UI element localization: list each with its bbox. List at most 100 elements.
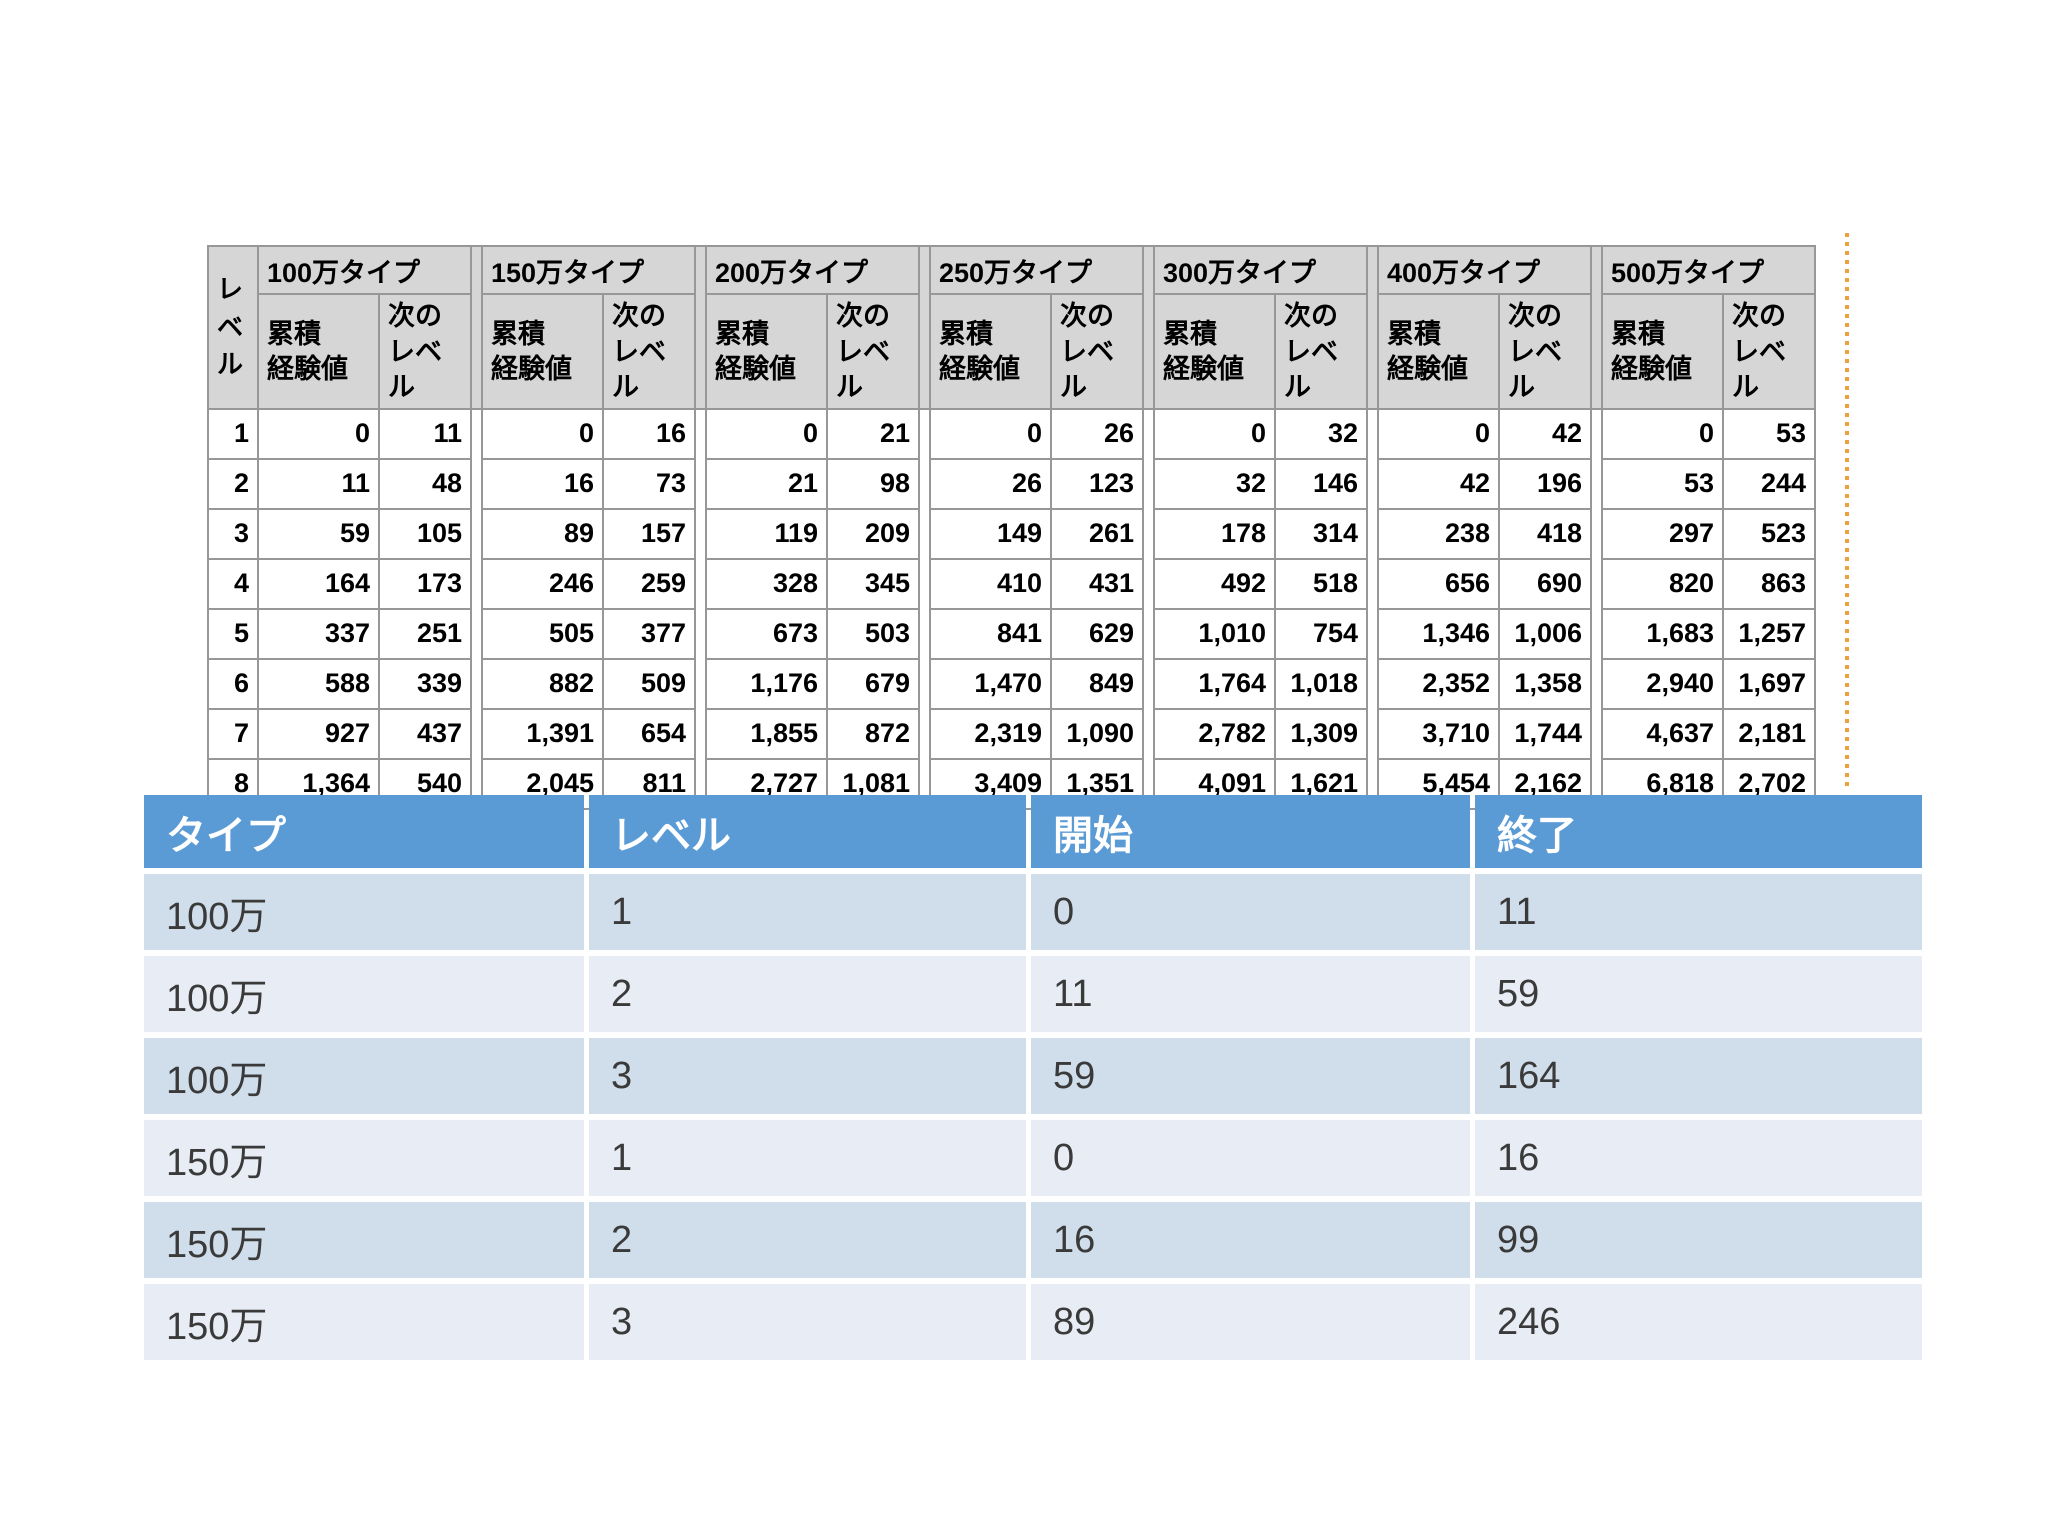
exp-cell: 2,181 xyxy=(1722,707,1816,760)
exp-cell: 196 xyxy=(1498,457,1592,510)
exp-cell: 0 xyxy=(481,407,604,460)
spacer-cell xyxy=(1366,558,1379,609)
exp-cell: 53 xyxy=(1722,407,1816,460)
exp-cell: 0 xyxy=(257,407,380,460)
exp-cell: 339 xyxy=(378,657,472,710)
subheader-cumulative: 累積 経験値 xyxy=(1601,293,1724,410)
exp-cell: 1,010 xyxy=(1153,607,1276,660)
exp-cell: 16 xyxy=(481,457,604,510)
exp-cell: 337 xyxy=(257,607,380,660)
summary-cell: 3 xyxy=(589,1038,1026,1114)
exp-cell: 820 xyxy=(1601,557,1724,610)
exp-cell: 1,391 xyxy=(481,707,604,760)
exp-cell: 431 xyxy=(1050,557,1144,610)
spacer-cell xyxy=(1590,408,1603,459)
group-header-cell: 200万タイプ xyxy=(705,245,920,295)
spacer-cell xyxy=(694,558,707,609)
spacer-cell xyxy=(694,608,707,659)
exp-cell: 105 xyxy=(378,507,472,560)
spacer-cell xyxy=(694,658,707,709)
exp-cell: 42 xyxy=(1377,457,1500,510)
exp-cell: 849 xyxy=(1050,657,1144,710)
exp-cell: 509 xyxy=(602,657,696,710)
exp-cell: 1,683 xyxy=(1601,607,1724,660)
summary-header-cell: 終了 xyxy=(1475,795,1922,868)
spacer-cell xyxy=(1366,658,1379,709)
summary-cell: 2 xyxy=(589,1202,1026,1278)
summary-cell: 11 xyxy=(1031,956,1470,1032)
spacer-cell xyxy=(470,608,483,659)
subheader-next: 次の レベル xyxy=(1722,293,1816,410)
spacer-cell xyxy=(918,708,931,759)
subheader-cumulative: 累積 経験値 xyxy=(929,293,1052,410)
level-cell: 5 xyxy=(207,607,259,660)
summary-header-cell: タイプ xyxy=(144,795,584,868)
level-header-label: レベル xyxy=(217,273,244,380)
spacer-cell xyxy=(470,558,483,609)
exp-cell: 1,855 xyxy=(705,707,828,760)
exp-cell: 314 xyxy=(1274,507,1368,560)
spacer-cell xyxy=(918,558,931,609)
exp-cell: 927 xyxy=(257,707,380,760)
exp-cell: 518 xyxy=(1274,557,1368,610)
exp-row: 3 59 105 89 157 119 209 149 261 178 314 … xyxy=(207,507,1816,560)
exp-cell: 53 xyxy=(1601,457,1724,510)
subheader-cumulative: 累積 経験値 xyxy=(1377,293,1500,410)
spacer-cell xyxy=(1590,708,1603,759)
summary-cell: 16 xyxy=(1475,1120,1922,1196)
spacer-cell xyxy=(470,708,483,759)
exp-cell: 1,006 xyxy=(1498,607,1592,660)
exp-cell: 437 xyxy=(378,707,472,760)
exp-cell: 244 xyxy=(1722,457,1816,510)
exp-cell: 754 xyxy=(1274,607,1368,660)
summary-cell: 1 xyxy=(589,874,1026,950)
page-break-line xyxy=(1845,233,1849,790)
exp-cell: 238 xyxy=(1377,507,1500,560)
exp-cell: 588 xyxy=(257,657,380,710)
exp-cell: 149 xyxy=(929,507,1052,560)
group-header-row: レベル 100万タイプ 150万タイプ 200万タイプ 250万タイプ 300万… xyxy=(207,245,1816,410)
group-header-cell: 400万タイプ xyxy=(1377,245,1592,295)
summary-table: タイプ レベル 開始 終了 100万 1 0 11 100万 2 11 59 1… xyxy=(144,795,1922,1360)
group-header-cell: 100万タイプ xyxy=(257,245,472,295)
exp-cell: 26 xyxy=(1050,407,1144,460)
sub-header-row: 累積 経験値 次の レベル 累積 経験値 次の レベル 累積 経験値 次の レベル 累積 経験… xyxy=(208,293,1816,410)
summary-cell: 1 xyxy=(589,1120,1026,1196)
exp-cell: 173 xyxy=(378,557,472,610)
exp-cell: 1,090 xyxy=(1050,707,1144,760)
exp-cell: 297 xyxy=(1601,507,1724,560)
summary-cell: 150万 xyxy=(144,1120,584,1196)
exp-cell: 1,309 xyxy=(1274,707,1368,760)
level-cell: 1 xyxy=(207,407,259,460)
exp-cell: 841 xyxy=(929,607,1052,660)
exp-cell: 59 xyxy=(257,507,380,560)
exp-row: 7 927 437 1,391 654 1,855 872 2,319 1,09… xyxy=(207,707,1816,760)
spacer-cell xyxy=(694,408,707,459)
exp-cell: 89 xyxy=(481,507,604,560)
exp-cell: 246 xyxy=(481,557,604,610)
spacer-cell xyxy=(1142,458,1155,509)
spacer-cell xyxy=(918,408,931,459)
level-cell: 2 xyxy=(207,457,259,510)
spacer-cell xyxy=(1590,458,1603,509)
subheader-next: 次の レベル xyxy=(1050,293,1144,410)
summary-cell: 164 xyxy=(1475,1038,1922,1114)
exp-cell: 505 xyxy=(481,607,604,660)
summary-cell: 100万 xyxy=(144,1038,584,1114)
exp-cell: 26 xyxy=(929,457,1052,510)
exp-cell: 2,352 xyxy=(1377,657,1500,710)
spacer-cell xyxy=(1142,245,1155,410)
summary-cell: 100万 xyxy=(144,956,584,1032)
spacer-cell xyxy=(1366,708,1379,759)
exp-cell: 345 xyxy=(826,557,920,610)
exp-cell: 11 xyxy=(257,457,380,510)
exp-cell: 1,257 xyxy=(1722,607,1816,660)
group-header-cell: 300万タイプ xyxy=(1153,245,1368,295)
exp-cell: 98 xyxy=(826,457,920,510)
exp-cell: 418 xyxy=(1498,507,1592,560)
spacer-cell xyxy=(1590,608,1603,659)
summary-cell: 100万 xyxy=(144,874,584,950)
spacer-cell xyxy=(1590,558,1603,609)
level-cell: 6 xyxy=(207,657,259,710)
exp-cell: 4,637 xyxy=(1601,707,1724,760)
